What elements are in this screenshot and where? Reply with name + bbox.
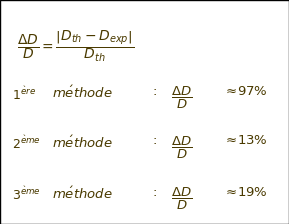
- Text: $1^{\grave{e}re}$: $1^{\grave{e}re}$: [12, 85, 36, 103]
- Text: $m\acute{e}thode$: $m\acute{e}thode$: [52, 85, 113, 101]
- Text: $:$: $:$: [150, 85, 158, 98]
- Text: $\approx\!97\%$: $\approx\!97\%$: [223, 85, 267, 98]
- Text: $\it{\dfrac{\Delta D}{D} = \dfrac{\left|D_{th} - D_{exp}\right|}{D_{th}}}$: $\it{\dfrac{\Delta D}{D} = \dfrac{\left|…: [17, 29, 134, 64]
- Text: $m\acute{e}thode$: $m\acute{e}thode$: [52, 134, 113, 151]
- Text: $\dfrac{\Delta D}{D}$: $\dfrac{\Delta D}{D}$: [171, 134, 192, 161]
- Text: $:$: $:$: [150, 134, 158, 147]
- Text: $\dfrac{\Delta D}{D}$: $\dfrac{\Delta D}{D}$: [171, 186, 192, 212]
- Text: $:$: $:$: [150, 186, 158, 199]
- Text: $\dfrac{\Delta D}{D}$: $\dfrac{\Delta D}{D}$: [171, 85, 192, 111]
- Text: $3^{\grave{e}me}$: $3^{\grave{e}me}$: [12, 186, 40, 203]
- Text: $m\acute{e}thode$: $m\acute{e}thode$: [52, 186, 113, 202]
- Text: $2^{\grave{e}me}$: $2^{\grave{e}me}$: [12, 134, 40, 152]
- Text: $\approx\!13\%$: $\approx\!13\%$: [223, 134, 267, 147]
- Text: $\approx\!19\%$: $\approx\!19\%$: [223, 186, 267, 199]
